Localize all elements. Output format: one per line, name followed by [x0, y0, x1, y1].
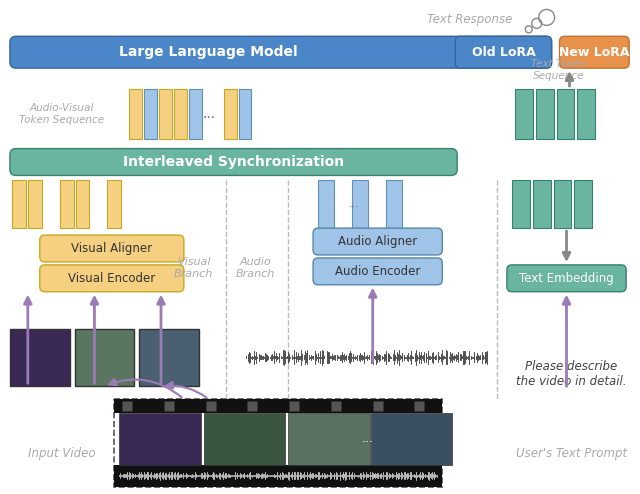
Bar: [239, 89, 252, 139]
Bar: [119, 413, 201, 465]
Bar: [115, 399, 442, 413]
Bar: [12, 180, 26, 228]
Text: User's Text Prompt: User's Text Prompt: [516, 447, 627, 460]
Bar: [372, 401, 383, 411]
FancyBboxPatch shape: [559, 36, 629, 68]
Bar: [115, 465, 442, 487]
Bar: [144, 89, 157, 139]
Bar: [288, 413, 370, 465]
Text: Audio-Visual
Token Sequence: Audio-Visual Token Sequence: [19, 103, 104, 124]
Bar: [10, 329, 70, 386]
FancyBboxPatch shape: [10, 149, 457, 175]
Bar: [205, 401, 216, 411]
Text: Audio
Branch: Audio Branch: [236, 257, 275, 279]
Text: Please describe
the video in detail.: Please describe the video in detail.: [516, 360, 627, 388]
Bar: [223, 89, 237, 139]
Bar: [577, 89, 595, 139]
Bar: [515, 89, 532, 139]
Bar: [532, 180, 550, 228]
FancyBboxPatch shape: [313, 228, 442, 255]
Bar: [386, 180, 401, 228]
Text: Audio Encoder: Audio Encoder: [335, 265, 420, 278]
Bar: [371, 413, 452, 465]
FancyBboxPatch shape: [455, 36, 552, 68]
Bar: [122, 401, 132, 411]
Text: ...: ...: [348, 199, 359, 209]
Text: Audio Aligner: Audio Aligner: [338, 235, 417, 248]
Bar: [174, 89, 187, 139]
Bar: [289, 401, 299, 411]
Bar: [60, 180, 74, 228]
Text: Text Embedding: Text Embedding: [519, 272, 614, 285]
Bar: [159, 89, 172, 139]
Bar: [76, 180, 90, 228]
Bar: [74, 329, 134, 386]
Bar: [139, 329, 199, 386]
Bar: [129, 89, 142, 139]
Bar: [352, 180, 368, 228]
Text: Input Video: Input Video: [28, 447, 95, 460]
Bar: [415, 401, 424, 411]
Text: Visual Encoder: Visual Encoder: [68, 272, 156, 285]
Bar: [554, 180, 572, 228]
FancyBboxPatch shape: [507, 265, 626, 292]
Bar: [331, 401, 341, 411]
Text: ...: ...: [202, 107, 215, 121]
FancyBboxPatch shape: [40, 235, 184, 262]
Bar: [189, 89, 202, 139]
Bar: [204, 413, 285, 465]
Text: Large Language Model: Large Language Model: [120, 45, 298, 59]
Bar: [557, 89, 575, 139]
Text: Visual
Branch: Visual Branch: [174, 257, 213, 279]
Bar: [318, 180, 334, 228]
Text: New LoRA: New LoRA: [559, 46, 630, 59]
Bar: [248, 401, 257, 411]
Text: Text Token
Sequence: Text Token Sequence: [531, 59, 586, 81]
FancyBboxPatch shape: [10, 36, 552, 68]
Bar: [164, 401, 174, 411]
Bar: [28, 180, 42, 228]
FancyBboxPatch shape: [40, 265, 184, 292]
Bar: [115, 399, 442, 487]
Text: Visual Aligner: Visual Aligner: [71, 242, 152, 255]
Text: Text Response: Text Response: [428, 13, 513, 26]
Bar: [575, 180, 593, 228]
Text: Interleaved Synchronization: Interleaved Synchronization: [123, 155, 344, 169]
Bar: [108, 180, 121, 228]
Text: ...: ...: [362, 432, 374, 445]
Bar: [512, 180, 530, 228]
Text: Old LoRA: Old LoRA: [472, 46, 535, 59]
Bar: [536, 89, 554, 139]
FancyBboxPatch shape: [313, 258, 442, 285]
